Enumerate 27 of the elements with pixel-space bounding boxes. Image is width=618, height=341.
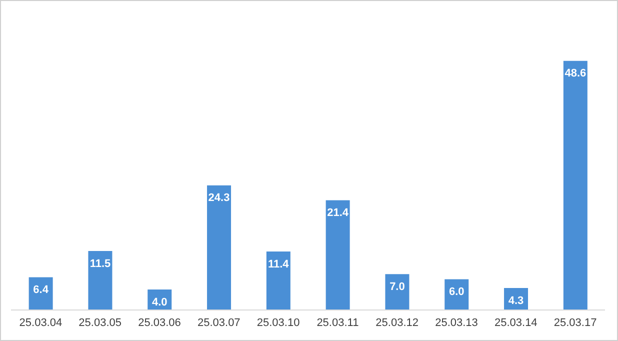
x-tick-label: 25.03.17 [554, 316, 597, 329]
x-tick-label: 25.03.04 [19, 316, 62, 329]
x-tick-label: 25.03.14 [494, 316, 538, 329]
bar [88, 251, 112, 310]
bar [266, 252, 290, 310]
data-label: 6.4 [33, 284, 50, 296]
data-label: 4.0 [152, 296, 168, 308]
x-tick-label: 25.03.07 [197, 316, 240, 329]
data-label: 7.0 [390, 280, 405, 293]
data-label: 21.4 [327, 207, 350, 220]
bar [207, 185, 232, 310]
x-tick-label: 25.03.11 [316, 316, 359, 329]
bar [385, 274, 410, 310]
x-tick-label: 25.03.10 [256, 316, 300, 329]
data-label: 6.0 [448, 286, 464, 298]
bar [563, 60, 588, 310]
x-tick-label: 25.03.05 [78, 316, 122, 329]
x-tick-label: 25.03.12 [376, 316, 419, 329]
bar [326, 200, 350, 310]
data-label: 24.3 [208, 192, 230, 204]
bar [28, 277, 53, 310]
x-tick-label: 25.03.06 [138, 316, 181, 329]
data-label: 48.6 [564, 68, 586, 80]
x-tick-label: 25.03.13 [435, 316, 478, 329]
data-label: 4.3 [508, 294, 524, 307]
data-label: 11.5 [90, 258, 111, 270]
data-label: 11.4 [268, 258, 290, 270]
